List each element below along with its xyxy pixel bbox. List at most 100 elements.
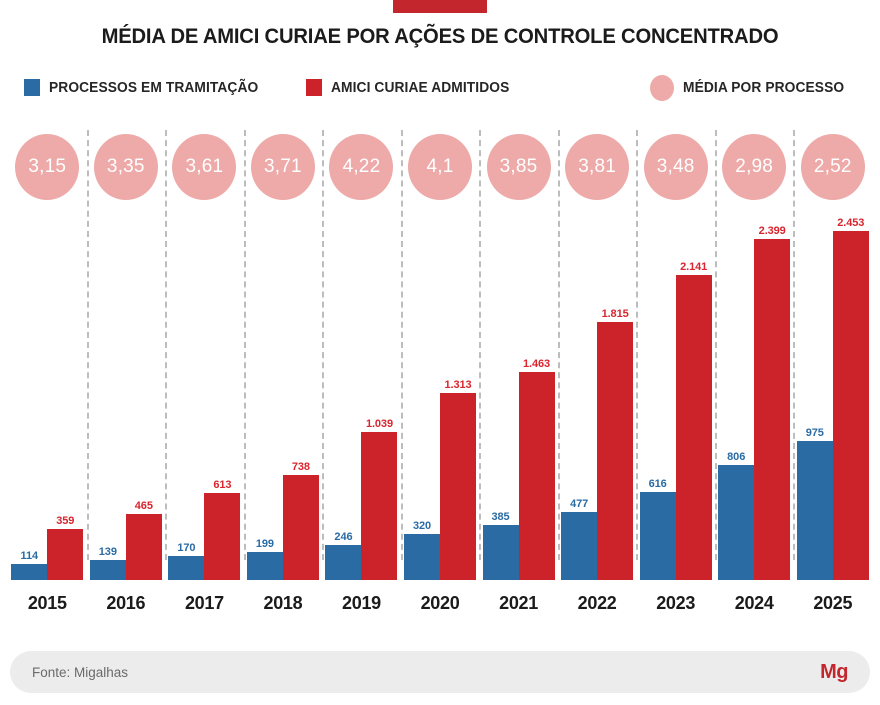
bar-processos[interactable]: 385 xyxy=(482,511,519,580)
legend-swatch-square-red xyxy=(306,79,322,96)
average-bubble-value: 3,71 xyxy=(264,156,302,177)
bar-processos-wrap: 139 xyxy=(89,210,126,580)
axis-label-year: 2017 xyxy=(184,593,224,613)
axis-label-year: 2019 xyxy=(342,593,381,613)
bar-processos[interactable]: 170 xyxy=(168,542,205,580)
average-bubble-value: 2,52 xyxy=(813,156,852,177)
bar-amici[interactable]: 359 xyxy=(47,515,84,580)
bar-amici-value: 1.463 xyxy=(523,357,551,370)
bar-processos-value: 139 xyxy=(98,546,117,559)
bar-amici[interactable]: 465 xyxy=(125,500,162,580)
bar-processos-wrap: 477 xyxy=(561,210,598,580)
average-bubble-value: 2,98 xyxy=(735,156,774,177)
bar-processos-value: 806 xyxy=(727,451,746,464)
source-label: Fonte: Migalhas xyxy=(32,664,129,680)
average-bubble: 3,85 xyxy=(486,134,551,200)
bar-group: 320 1.313 xyxy=(401,210,480,580)
average-bubble: 3,35 xyxy=(93,134,158,200)
bar-amici-wrap: 1.313 xyxy=(440,210,476,580)
chart-columns: 3,15 114 359 2015 3,35 139 465 2016 3,61 170 613 20… xyxy=(8,128,872,620)
bar-group: 114 359 xyxy=(8,210,87,580)
legend-label-processos: PROCESSOS EM TRAMITAÇÃO xyxy=(49,79,259,96)
chart-column-2019: 4,22 246 1.039 2019 xyxy=(322,128,401,620)
legend-item-amici: AMICI CURIAE ADMITIDOS xyxy=(306,79,519,96)
bar-processos[interactable]: 320 xyxy=(404,520,440,580)
average-bubble: 3,71 xyxy=(250,134,315,200)
chart-column-2016: 3,35 139 465 2016 xyxy=(86,128,166,620)
average-bubble-value: 3,85 xyxy=(499,156,538,177)
axis-label-year: 2020 xyxy=(420,593,460,613)
bar-amici[interactable]: 2.399 xyxy=(754,225,791,580)
average-bubble: 3,61 xyxy=(172,134,237,200)
bar-amici[interactable]: 1.815 xyxy=(597,308,634,580)
chart-column-2024: 2,98 806 2.399 2024 xyxy=(714,128,794,620)
bar-amici[interactable]: 613 xyxy=(204,479,241,580)
bar-amici-value: 359 xyxy=(56,514,75,527)
axis-label-year: 2018 xyxy=(263,593,303,613)
bar-amici-wrap: 613 xyxy=(204,210,241,580)
bar-processos[interactable]: 246 xyxy=(325,531,362,580)
bar-amici[interactable]: 2.453 xyxy=(832,217,869,580)
chart-column-2022: 3,81 477 1.815 2022 xyxy=(557,128,637,620)
bar-amici-wrap: 2.141 xyxy=(675,210,712,580)
bar-processos-wrap: 246 xyxy=(325,210,362,580)
bar-amici-value: 2.141 xyxy=(680,261,708,274)
bar-group: 199 738 xyxy=(244,210,323,580)
average-bubble: 3,15 xyxy=(15,134,80,200)
chart-column-2015: 3,15 114 359 2015 xyxy=(8,128,87,620)
bar-processos-value: 246 xyxy=(334,531,353,543)
bar-processos[interactable]: 139 xyxy=(89,546,126,580)
average-bubble: 2,98 xyxy=(722,134,787,200)
axis-label-year: 2016 xyxy=(106,593,146,613)
bar-processos-wrap: 975 xyxy=(796,210,833,580)
average-bubble-value: 4,1 xyxy=(426,156,454,177)
chart-column-2023: 3,48 616 2.141 2023 xyxy=(636,128,715,620)
bar-amici[interactable]: 2.141 xyxy=(675,261,712,580)
bar-amici[interactable]: 738 xyxy=(282,461,319,580)
bar-group: 616 2.141 xyxy=(636,210,715,580)
migalhas-logo: Mg xyxy=(820,660,848,683)
bar-processos[interactable]: 975 xyxy=(796,427,833,580)
average-bubble-value: 3,48 xyxy=(656,156,695,177)
average-bubble-value: 3,35 xyxy=(106,156,145,177)
bar-amici-wrap: 738 xyxy=(282,210,319,580)
bar-amici-value: 2.453 xyxy=(837,216,865,229)
average-bubble-value: 3,81 xyxy=(578,156,616,177)
bar-amici-value: 1.313 xyxy=(444,379,472,392)
bar-amici-value: 465 xyxy=(134,499,153,512)
bar-amici-wrap: 2.399 xyxy=(754,210,791,580)
average-bubble: 3,81 xyxy=(565,134,630,200)
bar-processos-value: 114 xyxy=(20,549,39,562)
bar-amici[interactable]: 1.313 xyxy=(440,379,476,580)
top-accent-bar xyxy=(393,0,487,13)
axis-label-year: 2015 xyxy=(27,593,67,613)
chart-column-2021: 3,85 385 1.463 2021 xyxy=(479,128,558,620)
bar-processos-value: 477 xyxy=(570,498,589,511)
bar-amici-wrap: 359 xyxy=(47,210,84,580)
average-bubble: 3,48 xyxy=(643,134,708,200)
axis-label-year: 2025 xyxy=(813,593,853,613)
chart-footer: Fonte: Migalhas Mg xyxy=(10,651,870,693)
bar-amici-wrap: 1.039 xyxy=(361,210,398,580)
bar-processos[interactable]: 477 xyxy=(561,498,598,580)
chart-column-2025: 2,52 975 2.453 2025 xyxy=(793,128,872,620)
legend-label-amici: AMICI CURIAE ADMITIDOS xyxy=(331,79,510,96)
legend-swatch-square-blue xyxy=(24,79,40,96)
bar-amici[interactable]: 1.039 xyxy=(361,418,398,580)
axis-label-year: 2022 xyxy=(577,593,617,613)
bar-group: 975 2.453 xyxy=(793,210,872,580)
bar-amici[interactable]: 1.463 xyxy=(518,358,555,580)
bar-processos[interactable]: 114 xyxy=(11,550,48,580)
bar-amici-value: 2.399 xyxy=(758,224,786,237)
bar-amici-value: 738 xyxy=(291,460,310,473)
bar-processos[interactable]: 199 xyxy=(246,538,283,580)
bar-processos[interactable]: 616 xyxy=(639,478,676,580)
bar-group: 806 2.399 xyxy=(715,210,794,580)
legend-swatch-circle-pink xyxy=(650,75,674,101)
axis-label-year: 2023 xyxy=(656,593,696,613)
bar-processos-wrap: 385 xyxy=(482,210,519,580)
bar-processos[interactable]: 806 xyxy=(718,451,755,580)
bar-amici-value: 1.039 xyxy=(365,418,393,431)
axis-label-year: 2024 xyxy=(734,593,774,613)
bar-processos-value: 170 xyxy=(177,541,196,554)
